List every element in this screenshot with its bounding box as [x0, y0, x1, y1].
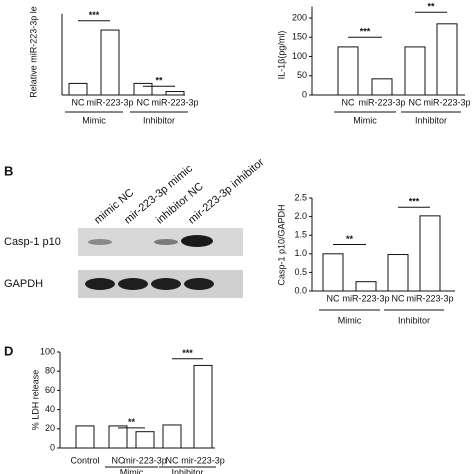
y-tick-label: 150 — [292, 32, 307, 42]
y-tick-label: 100 — [40, 346, 55, 356]
x-tick-label: NC — [166, 455, 179, 465]
x-tick-label: miR-223-3p — [86, 97, 133, 107]
group-label: Inhibitor — [143, 115, 175, 125]
y-tick-label: 80 — [45, 366, 55, 376]
bar — [387, 254, 409, 292]
band — [151, 278, 181, 290]
y-tick-label: 0.5 — [294, 267, 307, 277]
y-tick-label: 0.0 — [294, 285, 307, 295]
y-axis-label: Casp-1 p10/GAPDH — [276, 204, 286, 285]
y-tick-label: 60 — [45, 385, 55, 395]
y-tick-label: 1.0 — [294, 248, 307, 258]
western-blot: Casp-1 p10 GAPDH mimic NC mir-223-3p mim… — [4, 156, 267, 298]
y-tick-label: 20 — [45, 423, 55, 433]
band — [184, 278, 214, 290]
y-axis-label: % LDH release — [30, 370, 40, 431]
x-tick-label: miR-223-3p — [342, 293, 389, 303]
y-tick-label: 0 — [302, 89, 307, 99]
bar — [100, 29, 120, 96]
bar — [135, 431, 155, 449]
x-tick-label: miR-223-3p — [358, 97, 405, 107]
y-axis-label: IL-1β(pg/ml) — [276, 31, 286, 80]
group-label: Inhibitor — [415, 115, 447, 125]
x-tick-label: NC — [137, 97, 150, 107]
blot-row-label: Casp-1 p10 — [4, 236, 61, 248]
band — [154, 239, 178, 245]
x-tick-label: NC — [327, 293, 340, 303]
x-tick-label: NC — [409, 97, 422, 107]
x-tick-label: miR-223-3p — [151, 97, 198, 107]
panel-label: D — [4, 343, 13, 358]
x-tick-label: Control — [70, 455, 99, 465]
bar — [404, 46, 426, 96]
bar — [436, 23, 458, 96]
bar — [162, 424, 182, 449]
bar — [355, 281, 377, 292]
y-tick-label: 2.5 — [294, 192, 307, 202]
x-tick-label: mir-223-3p — [123, 455, 167, 465]
y-axis-label: Relative miR-223-3p le — [28, 6, 38, 98]
y-tick-label: 200 — [292, 12, 307, 22]
bar — [193, 364, 213, 449]
x-tick-label: mir-223-3p — [181, 455, 225, 465]
bar — [419, 215, 441, 292]
y-tick-label: 50 — [297, 70, 307, 80]
group-label: Mimic — [353, 115, 377, 125]
bar — [165, 91, 185, 96]
blot-row-label: GAPDH — [4, 278, 43, 290]
x-tick-label: NC — [392, 293, 405, 303]
significance-label: *** — [360, 27, 371, 37]
x-tick-label: NC — [72, 97, 85, 107]
bar — [371, 78, 393, 96]
y-tick-label: 1.5 — [294, 230, 307, 240]
bar — [322, 253, 344, 292]
group-label: Mimic — [82, 115, 106, 125]
bar — [108, 425, 128, 449]
band — [88, 239, 112, 245]
y-tick-label: 2.0 — [294, 211, 307, 221]
y-tick-label: 0 — [50, 442, 55, 452]
significance-label: *** — [182, 348, 193, 358]
significance-label: ** — [155, 76, 163, 86]
significance-label: ** — [346, 234, 354, 244]
group-label: Inhibitor — [171, 467, 203, 474]
band — [181, 235, 213, 247]
x-tick-label: NC — [342, 97, 355, 107]
significance-label: ** — [427, 2, 435, 12]
significance-label: ** — [128, 417, 136, 427]
bar — [133, 82, 153, 96]
bar — [75, 425, 95, 449]
y-tick-label: 40 — [45, 404, 55, 414]
bar — [68, 82, 88, 96]
group-label: Mimic — [120, 467, 144, 474]
bar — [337, 46, 359, 96]
group-label: Inhibitor — [398, 315, 430, 325]
band — [85, 278, 115, 290]
significance-label: *** — [89, 10, 100, 20]
significance-label: *** — [409, 197, 420, 207]
x-tick-label: NC — [112, 455, 125, 465]
x-tick-label: miR-223-3p — [406, 293, 453, 303]
x-tick-label: miR-223-3p — [423, 97, 470, 107]
panel-label: B — [4, 163, 13, 178]
band — [118, 278, 148, 290]
y-tick-label: 100 — [292, 51, 307, 61]
group-label: Mimic — [338, 315, 362, 325]
